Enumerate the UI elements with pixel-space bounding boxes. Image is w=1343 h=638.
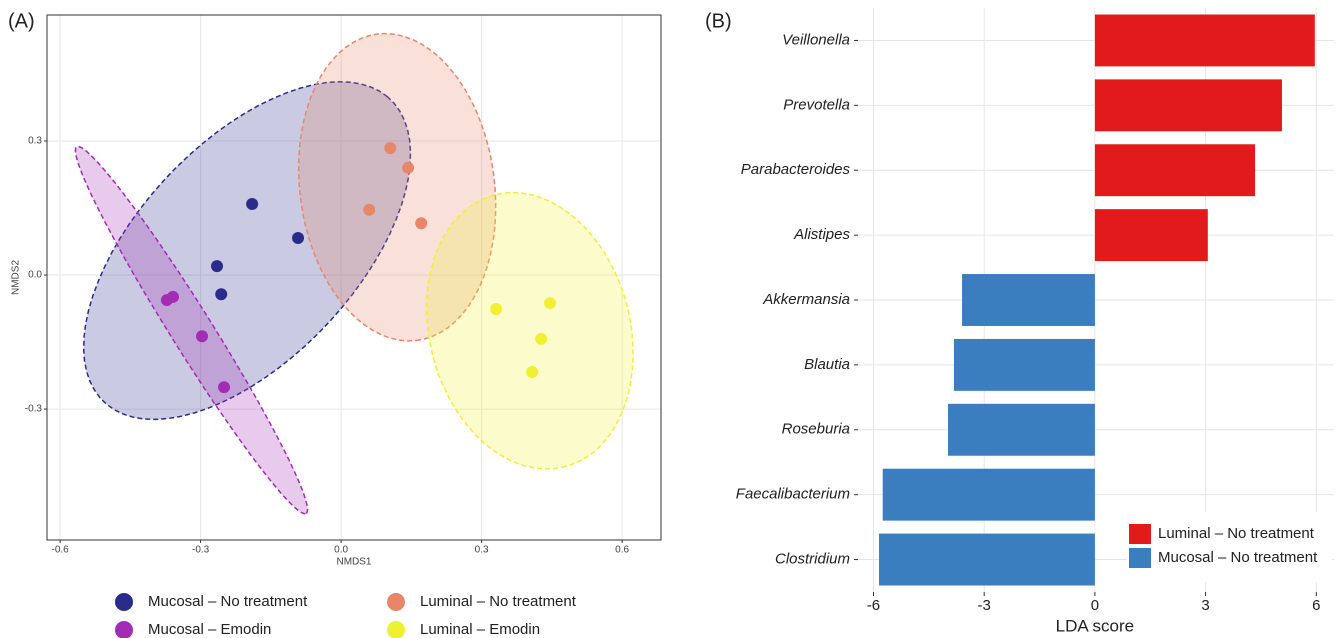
figure: (A) (B) -0.6 -0.3 0.0 0.3 0.6 -0.3 0.0 0.3 NMDS1… xyxy=(0,0,1343,638)
legend-label: Mucosal – Emodin xyxy=(148,621,271,638)
panel-label: (B) xyxy=(705,10,732,32)
legend-label: Luminal – No treatment xyxy=(420,593,577,610)
point xyxy=(363,204,375,216)
y-tick-label: 0.3 xyxy=(28,136,42,147)
legend-key xyxy=(1129,524,1151,544)
legend-key xyxy=(115,621,133,638)
bar xyxy=(883,469,1095,521)
y-axis-title: NMDS2 xyxy=(11,260,22,295)
point xyxy=(384,142,396,154)
y-tick-label: 0.0 xyxy=(28,270,42,281)
point xyxy=(167,291,179,303)
x-tick-label: -6 xyxy=(867,597,880,614)
bar xyxy=(879,534,1095,586)
point xyxy=(196,330,208,342)
y-tick-label: Alistipes xyxy=(793,226,850,243)
bar xyxy=(1095,144,1255,196)
legend-key xyxy=(387,593,405,611)
bar xyxy=(962,274,1095,326)
point xyxy=(218,381,230,393)
bar xyxy=(1095,209,1208,261)
x-tick-label: 0.6 xyxy=(615,545,629,556)
point xyxy=(544,297,556,309)
point xyxy=(415,217,427,229)
y-tick-label: Parabacteroides xyxy=(741,161,851,178)
y-tick-label: Blautia xyxy=(804,356,850,373)
y-tick-label: Veillonella xyxy=(782,31,850,48)
x-axis-title: LDA score xyxy=(1056,616,1134,635)
point xyxy=(490,303,502,315)
legend-label: Luminal – Emodin xyxy=(420,621,540,638)
point xyxy=(292,232,304,244)
bar xyxy=(1095,79,1282,131)
legend-label: Mucosal – No treatment xyxy=(1158,549,1318,566)
x-tick-label: 0.0 xyxy=(334,545,348,556)
y-tick-label: Clostridium xyxy=(775,551,850,568)
y-tick-label: Akkermansia xyxy=(762,291,850,308)
x-tick-label: -0.6 xyxy=(51,545,69,556)
point xyxy=(211,260,223,272)
bar xyxy=(954,339,1095,391)
point xyxy=(246,198,258,210)
legend-label: Mucosal – No treatment xyxy=(148,593,308,610)
x-axis-title: NMDS1 xyxy=(336,557,371,568)
y-tick-label: Faecalibacterium xyxy=(736,486,850,503)
legend-background xyxy=(1127,512,1332,582)
x-tick-label: 6 xyxy=(1312,597,1320,614)
point xyxy=(215,288,227,300)
legend-key xyxy=(387,621,405,638)
legend-key xyxy=(115,593,133,611)
point xyxy=(535,333,547,345)
legend-label: Luminal – No treatment xyxy=(1158,525,1315,542)
x-tick-label: 0 xyxy=(1091,597,1099,614)
x-tick-label: -0.3 xyxy=(192,545,210,556)
y-tick-label: Prevotella xyxy=(783,96,850,113)
x-tick-label: 0.3 xyxy=(475,545,489,556)
legend-key xyxy=(1129,548,1151,568)
bar xyxy=(948,404,1095,456)
bar xyxy=(1095,14,1315,66)
point xyxy=(526,366,538,378)
y-tick-label: Roseburia xyxy=(782,421,850,438)
y-tick-label: -0.3 xyxy=(25,404,43,415)
x-tick-label: 3 xyxy=(1201,597,1209,614)
point xyxy=(402,162,414,174)
x-tick-label: -3 xyxy=(978,597,991,614)
panel-label: (A) xyxy=(8,10,35,32)
